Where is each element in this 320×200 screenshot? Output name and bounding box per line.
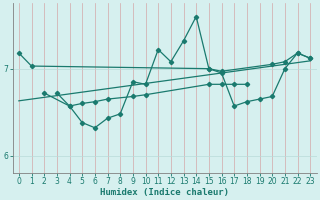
X-axis label: Humidex (Indice chaleur): Humidex (Indice chaleur) bbox=[100, 188, 229, 197]
